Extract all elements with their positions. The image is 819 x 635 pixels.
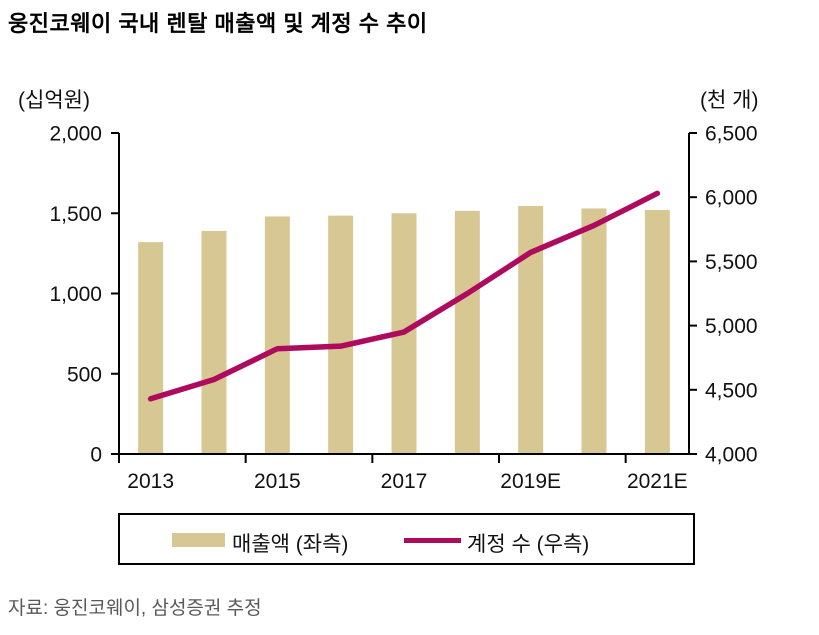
x-axis-label-2021E: 2021E (627, 470, 688, 493)
right-tick-label: 6,500 (705, 123, 758, 146)
legend-bar-label: 매출액 (좌측) (232, 533, 349, 556)
accounts-line (147, 190, 661, 402)
bar-2016 (328, 215, 354, 454)
x-axis-label-2015: 2015 (254, 470, 301, 493)
bar-2021E (644, 210, 670, 454)
bar-2018 (454, 210, 480, 454)
left-tick-label: 0 (90, 444, 102, 467)
left-tick-label: 500 (67, 363, 102, 386)
legend: 매출액 (좌측) 계정 수 (우측) (118, 513, 695, 565)
right-axis-unit-label: (천 개) (700, 89, 759, 112)
right-tick-label: 5,000 (705, 315, 758, 338)
x-axis-label-2019E: 2019E (500, 470, 561, 493)
bar-2019E (518, 206, 544, 454)
left-axis-unit-label: (십억원) (18, 89, 90, 112)
left-tick-label: 1,000 (49, 283, 102, 306)
right-tick-label: 4,500 (705, 379, 758, 402)
bar-2013 (138, 242, 164, 454)
bar-2020E (581, 208, 607, 454)
right-tick-label: 5,500 (705, 251, 758, 274)
right-tick-label: 4,000 (705, 444, 758, 467)
bar-2015 (264, 216, 290, 454)
x-axis-label-2017: 2017 (381, 470, 428, 493)
chart-title: 웅진코웨이 국내 렌탈 매출액 및 계정 수 추이 (8, 11, 428, 36)
legend-line-label: 계정 수 (우측) (467, 533, 590, 556)
left-tick-label: 1,500 (49, 203, 102, 226)
x-axis-label-2013: 2013 (127, 470, 174, 493)
bar-2014 (201, 230, 227, 454)
legend-bar-swatch (172, 533, 225, 547)
legend-line-swatch (404, 538, 461, 543)
chart-canvas: 0 500 1,000 1,500 2,000 4,000 4,500 5,000 5,500 6… (49, 123, 758, 494)
source-note: 자료: 웅진코웨이, 삼성증권 추정 (8, 598, 262, 619)
left-tick-label: 2,000 (49, 123, 102, 146)
right-tick-label: 6,000 (705, 187, 758, 210)
